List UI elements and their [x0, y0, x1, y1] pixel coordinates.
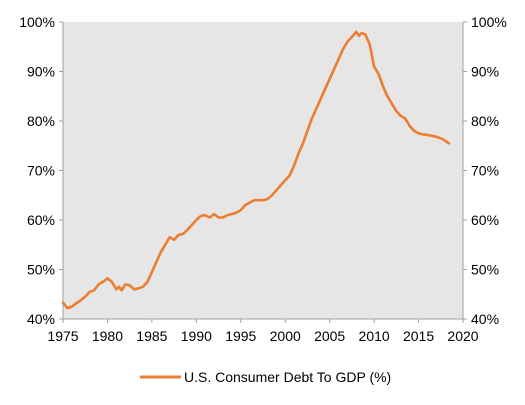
x-tick-label: 2005 [314, 328, 345, 344]
left-y-tick-label: 90% [27, 64, 55, 80]
left-y-tick-label: 40% [27, 311, 55, 327]
right-y-tick-label: 70% [471, 163, 499, 179]
x-axis: 1975 1980 1985 1990 1995 2000 2005 2010 2015 2020 [47, 318, 479, 344]
right-y-tick-label: 100% [471, 14, 507, 30]
right-y-tick-label: 40% [471, 311, 499, 327]
x-tick-label: 2000 [270, 328, 301, 344]
x-tick-label: 1985 [136, 328, 167, 344]
left-y-tick-label: 80% [27, 113, 55, 129]
x-tick-label: 2015 [403, 328, 434, 344]
left-y-tick-label: 50% [27, 262, 55, 278]
x-tick-label: 1995 [225, 328, 256, 344]
x-tick-label: 2010 [359, 328, 390, 344]
right-y-tick-label: 60% [471, 212, 499, 228]
plot-area [63, 22, 463, 319]
left-y-axis: 40% 50% 60% 70% 80% 90% 100% [19, 14, 64, 327]
series-line [61, 30, 451, 310]
x-tick-label: 1990 [181, 328, 212, 344]
left-y-tick-label: 100% [19, 14, 55, 30]
series-group [61, 30, 451, 310]
legend-label: U.S. Consumer Debt To GDP (%) [184, 369, 391, 385]
legend: U.S. Consumer Debt To GDP (%) [140, 369, 391, 385]
left-y-tick-label: 60% [27, 212, 55, 228]
right-y-tick-label: 80% [471, 113, 499, 129]
x-tick-label: 2020 [447, 328, 478, 344]
left-y-tick-label: 70% [27, 163, 55, 179]
right-y-tick-label: 50% [471, 262, 499, 278]
right-y-axis: 40% 50% 60% 70% 80% 90% 100% [462, 14, 507, 327]
x-tick-label: 1975 [47, 328, 78, 344]
x-tick-label: 1980 [92, 328, 123, 344]
right-y-tick-label: 90% [471, 64, 499, 80]
